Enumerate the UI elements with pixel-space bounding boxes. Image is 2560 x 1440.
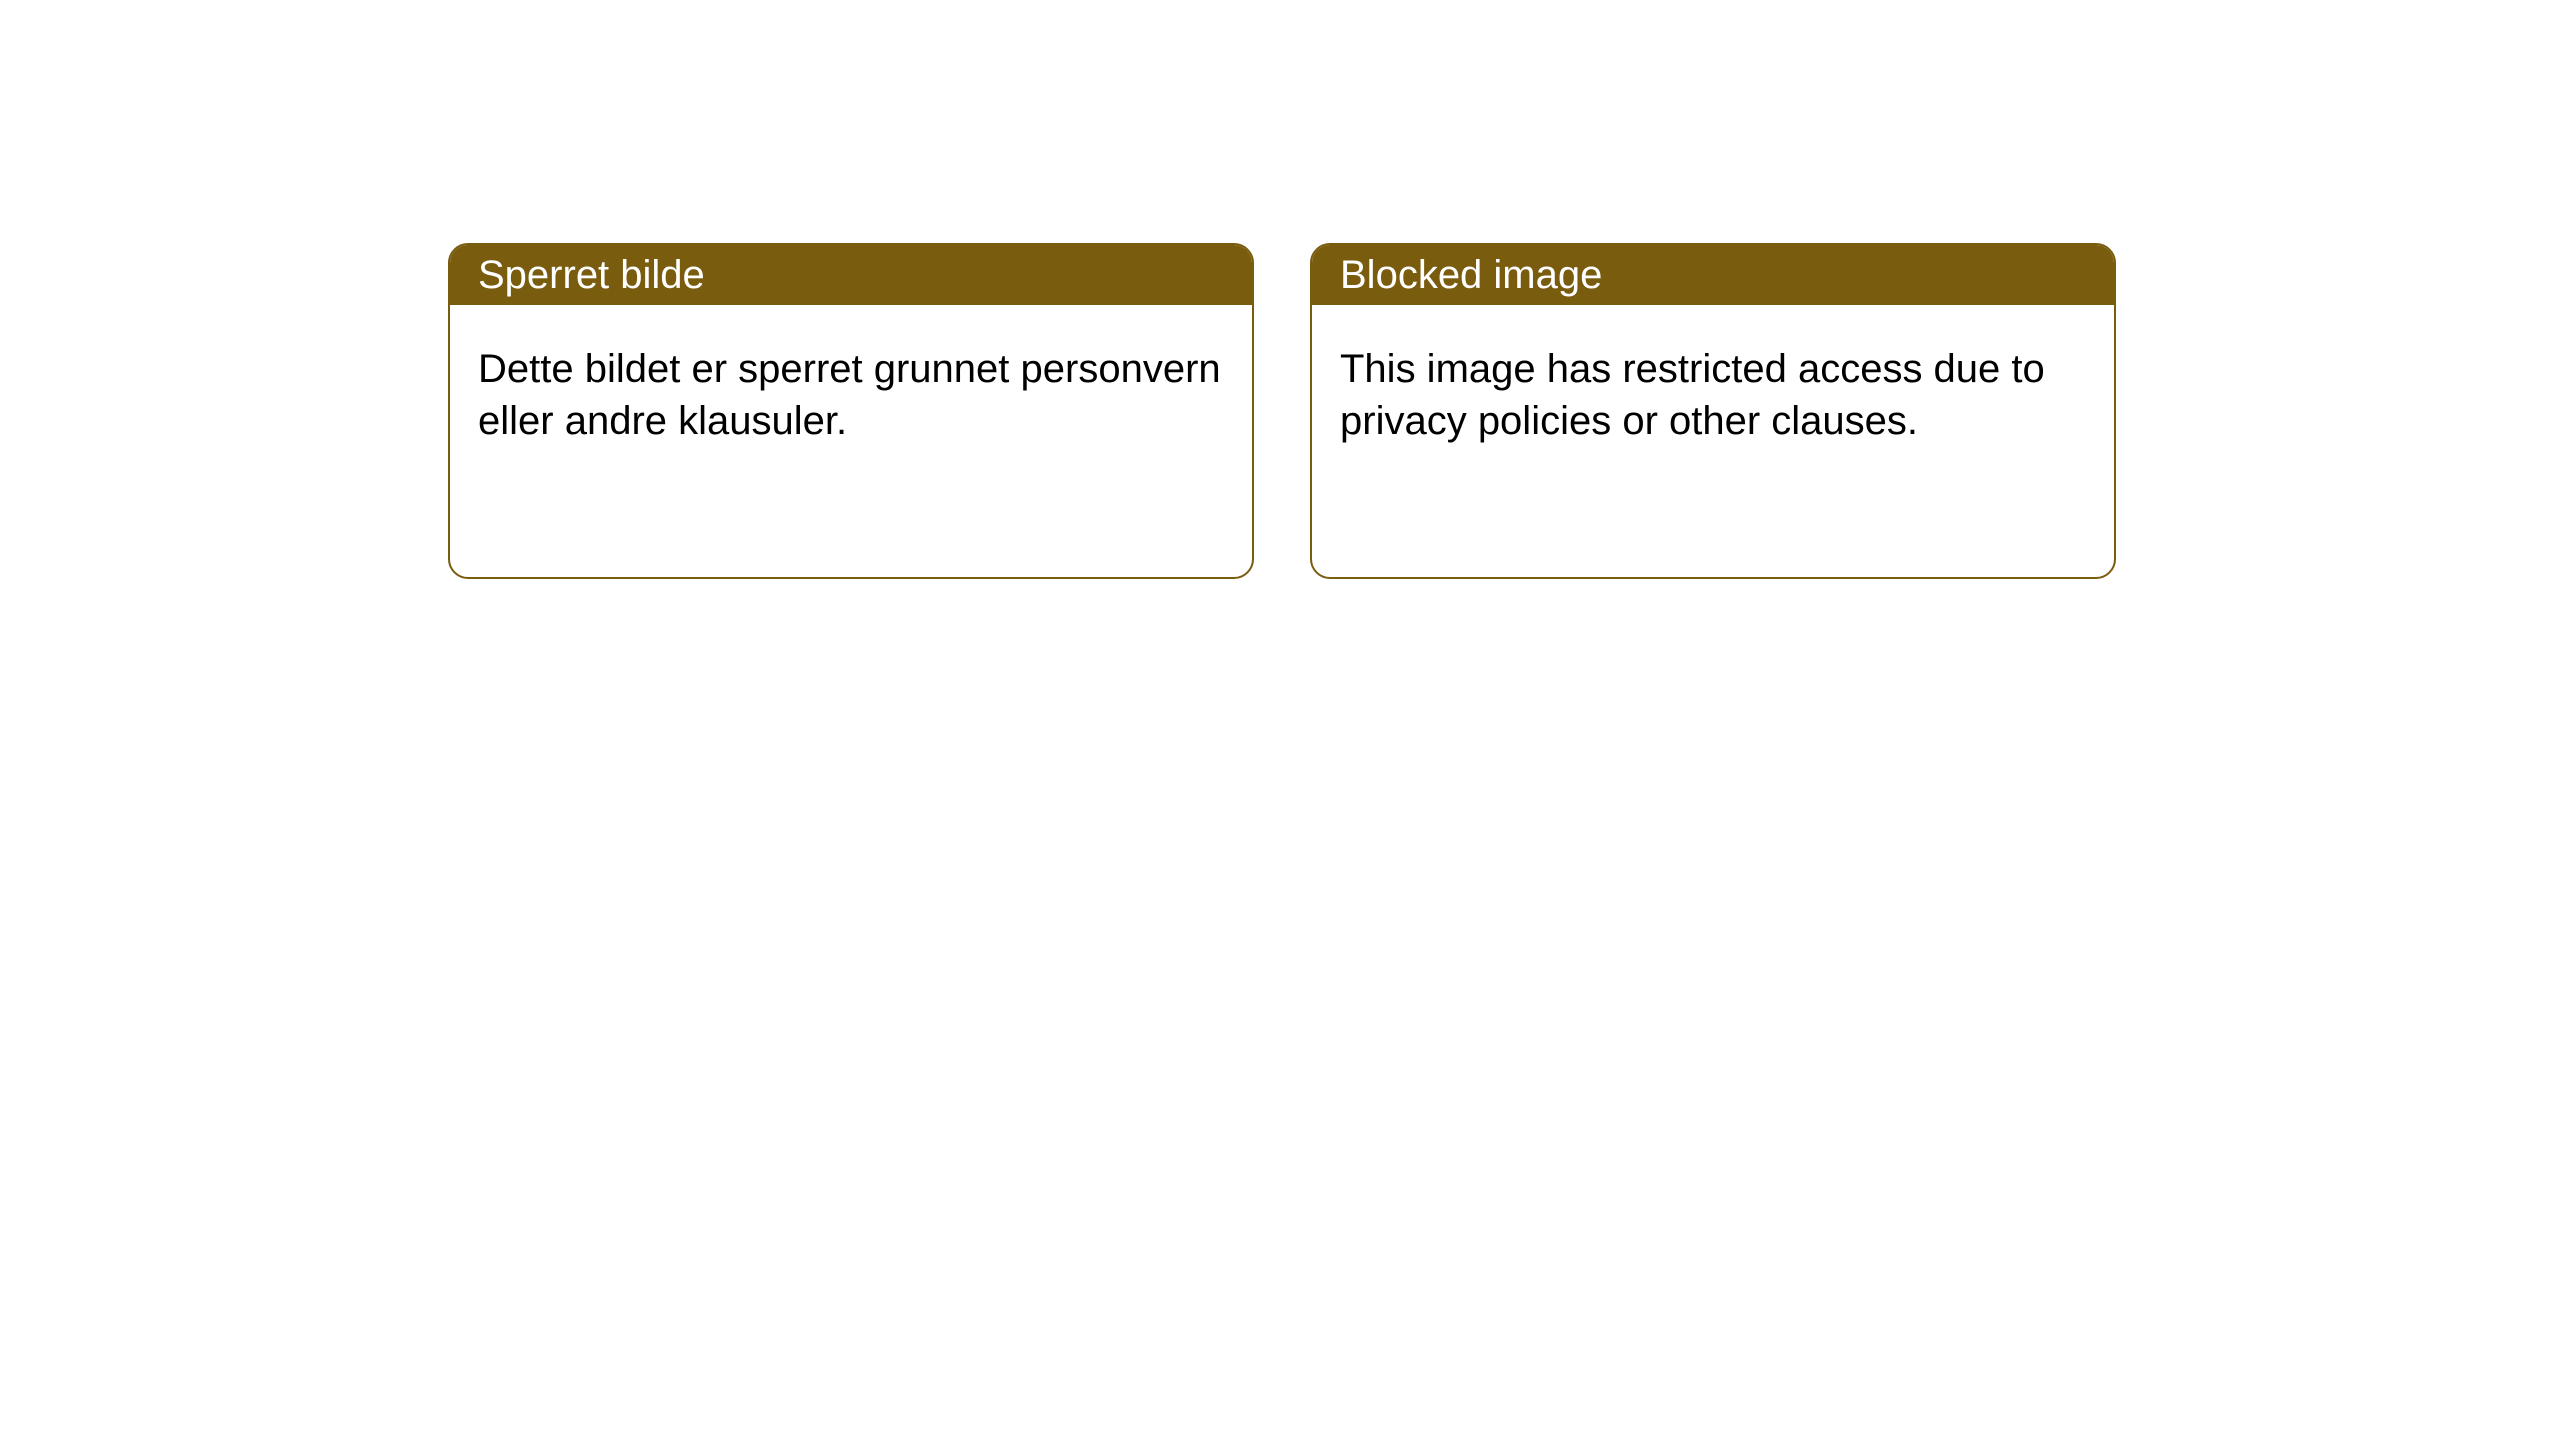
card-title: Sperret bilde — [478, 253, 705, 298]
notice-card-norwegian: Sperret bilde Dette bildet er sperret gr… — [448, 243, 1254, 579]
card-header: Sperret bilde — [450, 245, 1252, 305]
card-body-text: This image has restricted access due to … — [1340, 347, 2045, 443]
card-title: Blocked image — [1340, 253, 1602, 298]
notice-container: Sperret bilde Dette bildet er sperret gr… — [0, 0, 2560, 579]
card-body-text: Dette bildet er sperret grunnet personve… — [478, 347, 1221, 443]
notice-card-english: Blocked image This image has restricted … — [1310, 243, 2116, 579]
card-header: Blocked image — [1312, 245, 2114, 305]
card-body: Dette bildet er sperret grunnet personve… — [450, 305, 1252, 485]
card-body: This image has restricted access due to … — [1312, 305, 2114, 485]
